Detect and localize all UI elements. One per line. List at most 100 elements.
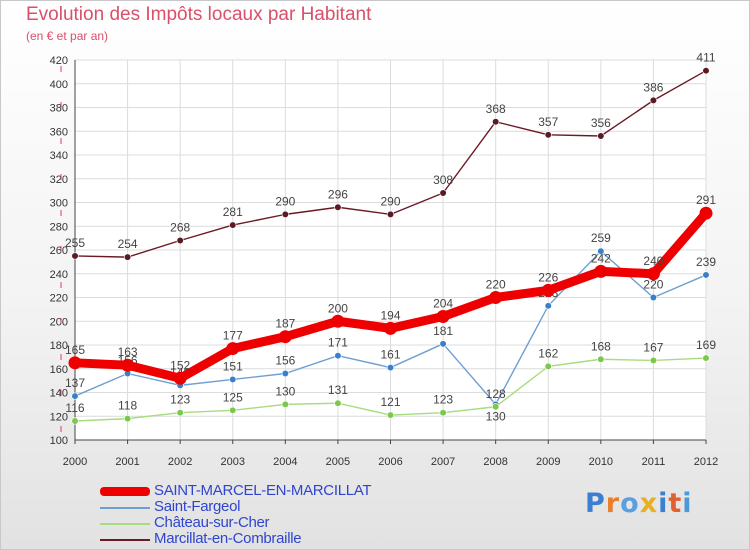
data-point-marcillat-en-combraille [281,210,289,218]
data-label-chateau-sur-cher: 121 [380,395,400,409]
y-tick-label: 420 [50,55,68,67]
data-point-marcillat-en-combraille [702,67,710,75]
data-label-saint-marcel-en-marcillat: 194 [380,308,400,322]
y-tick-label: 340 [50,150,68,162]
data-point-saint-marcel-en-marcillat [699,206,713,220]
data-point-chateau-sur-cher [281,400,289,408]
legend-label: Marcillat-en-Combraille [154,530,302,547]
data-point-chateau-sur-cher [386,411,395,419]
data-point-saint-marcel-en-marcillat [68,356,82,370]
logo-letter: r [605,488,621,519]
data-point-saint-fargeol [702,271,710,279]
data-label-saint-fargeol: 259 [591,231,611,245]
data-label-saint-fargeol: 151 [223,359,243,373]
data-label-saint-fargeol: 130 [486,409,506,423]
logo-letter: i [682,488,693,519]
x-tick-label: 2010 [589,456,613,468]
data-label-saint-marcel-en-marcillat: 200 [328,301,348,315]
data-point-chateau-sur-cher [439,409,447,417]
data-label-chateau-sur-cher: 123 [433,393,453,407]
data-point-saint-fargeol [334,352,342,360]
data-label-saint-marcel-en-marcillat: 220 [486,278,506,292]
data-point-marcillat-en-combraille [386,210,395,218]
y-tick-label: 360 [50,126,68,138]
data-point-saint-marcel-en-marcillat [173,371,187,385]
x-tick-label: 2001 [115,456,139,468]
data-label-marcillat-en-combraille: 356 [591,116,611,130]
data-point-saint-fargeol [281,369,289,378]
data-point-marcillat-en-combraille [492,118,500,126]
data-point-chateau-sur-cher [492,403,500,411]
data-label-saint-marcel-en-marcillat: 152 [170,358,190,372]
y-tick-label: 240 [50,269,68,281]
legend-item: Château-sur-Cher [100,514,430,532]
legend-swatch [100,539,150,541]
data-label-marcillat-en-combraille: 296 [328,187,348,201]
data-point-saint-marcel-en-marcillat [384,321,397,335]
data-label-chateau-sur-cher: 169 [696,338,716,352]
x-tick-label: 2004 [273,456,297,468]
data-label-saint-fargeol: 171 [328,336,348,350]
data-label-saint-marcel-en-marcillat: 177 [223,329,243,343]
y-tick-label: 260 [50,245,68,257]
data-label-marcillat-en-combraille: 386 [643,80,663,94]
y-tick-label: 300 [50,198,68,210]
data-label-saint-fargeol: 220 [643,278,663,292]
chart-legend: SAINT-MARCEL-EN-MARCILLAT Saint-Fargeol Ch… [100,482,430,548]
data-point-saint-fargeol [71,392,79,400]
data-label-chateau-sur-cher: 130 [275,384,295,398]
data-label-saint-fargeol: 239 [696,255,716,269]
y-tick-label: 120 [50,411,68,423]
data-label-saint-fargeol: 181 [433,324,453,338]
data-label-saint-fargeol: 156 [275,354,295,368]
data-point-chateau-sur-cher [123,415,132,423]
data-label-chateau-sur-cher: 123 [170,393,190,407]
x-tick-label: 2011 [642,456,666,468]
y-tick-label: 200 [50,316,68,328]
data-point-saint-fargeol [544,302,552,310]
data-point-chateau-sur-cher [71,417,79,425]
data-label-saint-marcel-en-marcillat: 204 [433,297,453,311]
data-point-saint-fargeol [597,247,605,255]
legend-swatch [100,523,150,525]
legend-item: Marcillat-en-Combraille [100,530,430,548]
legend-label: Saint-Fargeol [154,498,241,515]
legend-item: Saint-Fargeol [100,498,430,516]
data-label-saint-fargeol: 161 [380,348,400,362]
data-point-chateau-sur-cher [702,354,710,362]
data-label-marcillat-en-combraille: 308 [433,173,453,187]
data-point-chateau-sur-cher [334,399,342,407]
legend-swatch [100,507,150,509]
data-label-marcillat-en-combraille: 411 [696,51,715,65]
y-tick-label: 280 [50,221,68,233]
data-point-marcillat-en-combraille [334,203,342,211]
y-tick-label: 180 [50,340,68,352]
data-label-marcillat-en-combraille: 290 [380,194,400,208]
data-point-marcillat-en-combraille [123,253,132,261]
data-point-saint-marcel-en-marcillat [436,310,450,323]
data-label-saint-fargeol: 137 [65,376,85,390]
data-label-marcillat-en-combraille: 357 [538,115,558,129]
logo-letter: o [620,488,640,519]
y-tick-label: 140 [50,388,68,400]
data-label-saint-marcel-en-marcillat: 242 [591,251,611,265]
data-label-chateau-sur-cher: 128 [486,387,506,401]
data-label-chateau-sur-cher: 118 [118,399,137,413]
y-tick-label: 380 [50,103,68,115]
x-tick-label: 2000 [63,456,87,468]
y-tick-label: 400 [50,79,68,91]
data-label-saint-marcel-en-marcillat: 291 [696,193,716,207]
data-label-saint-marcel-en-marcillat: 240 [643,254,663,268]
data-point-marcillat-en-combraille [544,131,552,139]
x-tick-label: 2008 [483,456,507,468]
chart-subtitle: (en € et par an) [26,29,109,43]
logo-letter: P [585,488,606,519]
data-point-saint-marcel-en-marcillat [331,314,345,328]
data-label-chateau-sur-cher: 131 [328,383,348,397]
data-point-chateau-sur-cher [544,362,552,370]
legend-swatch [100,487,150,496]
data-point-marcillat-en-combraille [597,132,605,140]
x-tick-label: 2003 [221,456,245,468]
data-point-saint-marcel-en-marcillat [541,283,555,297]
